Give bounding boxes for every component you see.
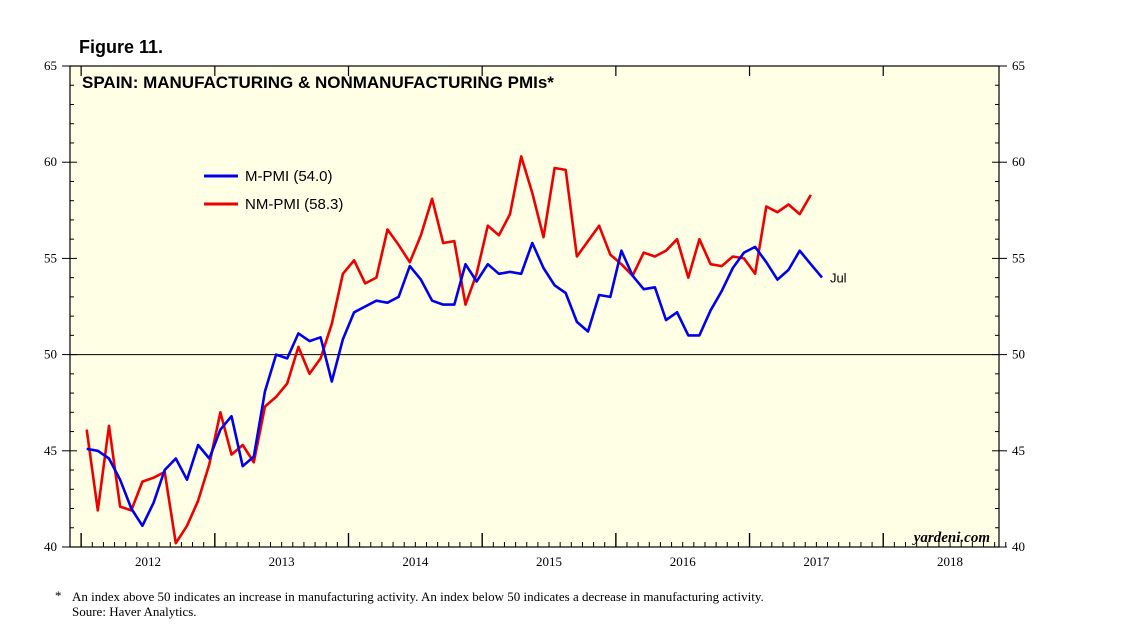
watermark: yardeni.com [912,530,990,546]
y-tick-label-right: 50 [1012,347,1025,362]
x-tick-label: 2018 [937,554,963,569]
x-tick-label: 2014 [402,554,429,569]
legend: M-PMI (54.0) NM-PMI (58.3) [204,168,343,213]
y-tick-label-left: 40 [44,539,57,554]
x-axis: 2012 2013 2014 2015 2016 2017 2018 [69,66,1007,569]
x-tick-label: 2017 [803,554,830,569]
figure-label: Figure 11. [79,37,164,57]
x-tick-label: 2013 [269,554,295,569]
plot-background [70,66,999,547]
y-tick-label-left: 60 [44,154,57,169]
x-tick-label: 2016 [670,554,697,569]
y-tick-label-left: 45 [44,443,57,458]
chart-title: SPAIN: MANUFACTURING & NONMANUFACTURING … [82,73,554,92]
y-tick-label-left: 65 [44,58,57,73]
legend-entry: M-PMI (54.0) [245,168,333,185]
y-tick-label-right: 40 [1012,539,1025,554]
footnote-asterisk: * [55,588,62,603]
plot-frame [69,65,1000,548]
series-line-nm-pmi [85,155,812,545]
y-axis-left: 40 45 50 55 60 65 [44,58,70,554]
end-label: Jul [830,271,847,286]
series-layer [85,155,823,545]
y-tick-label-left: 55 [44,250,57,265]
series-line-m-pmi [86,241,823,528]
footnote-note: An index above 50 indicates an increase … [72,589,764,604]
y-tick-label-right: 60 [1012,154,1025,169]
y-axis-right: 40 45 50 55 60 65 [999,58,1025,554]
y-tick-label-right: 55 [1012,250,1025,265]
y-tick-label-right: 45 [1012,443,1025,458]
y-tick-label-left: 50 [44,347,57,362]
footnote-source: Soure: Haver Analytics. [72,604,197,619]
x-tick-label: 2015 [536,554,562,569]
x-tick-label: 2012 [135,554,161,569]
legend-entry: NM-PMI (58.3) [245,196,343,213]
y-tick-label-right: 65 [1012,58,1025,73]
